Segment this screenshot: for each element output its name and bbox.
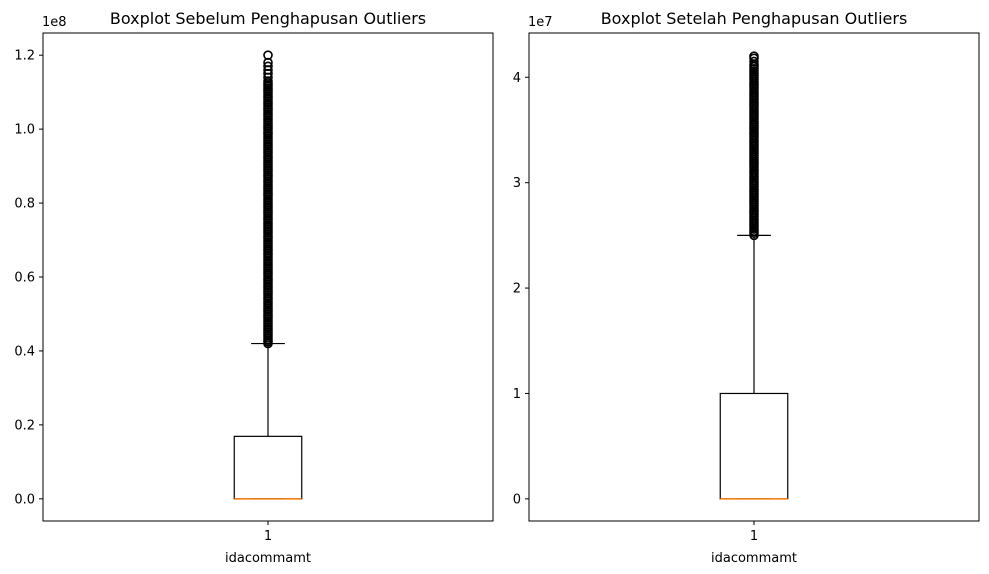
y-tick-label: 0.4	[14, 344, 35, 359]
plot-area: 0.0 0.2 0.4 0.6 0.8 1.0 1.2 1	[14, 32, 494, 544]
outlier-point	[263, 50, 273, 60]
chart-title: Boxplot Setelah Penghapusan Outliers	[601, 9, 908, 28]
x-tick-label: 1	[750, 529, 758, 544]
x-tick-label: 1	[264, 529, 272, 544]
plot-area: 0 1 2 3 4 1	[513, 32, 980, 544]
y-tick-label: 3	[513, 176, 521, 191]
outlier-point	[749, 56, 759, 67]
y-tick-label: 1.0	[14, 123, 35, 138]
y-tick-label: 1.2	[14, 49, 35, 64]
chart-title: Boxplot Sebelum Penghapusan Outliers	[110, 9, 426, 28]
y-tick-label: 0.6	[14, 271, 35, 286]
outlier-point	[749, 51, 759, 61]
y-tick-label: 0.2	[14, 418, 35, 433]
y-offset-text: 1e7	[528, 15, 553, 30]
y-tick-label: 0	[513, 492, 521, 507]
subplot-right: Boxplot Setelah Penghapusan Outliers 1e7…	[513, 9, 980, 566]
y-tick-label: 4	[513, 71, 521, 86]
subplot-left: Boxplot Sebelum Penghapusan Outliers 1e8…	[14, 9, 494, 566]
y-tick-label: 2	[513, 282, 521, 297]
y-tick-label: 0.0	[14, 492, 35, 507]
y-tick-label: 1	[513, 387, 521, 402]
x-axis-label: idacommamt	[711, 551, 797, 566]
y-offset-text: 1e8	[42, 15, 67, 30]
y-tick-label: 0.8	[14, 197, 35, 212]
x-axis-label: idacommamt	[225, 551, 311, 566]
outlier-point	[263, 61, 273, 72]
